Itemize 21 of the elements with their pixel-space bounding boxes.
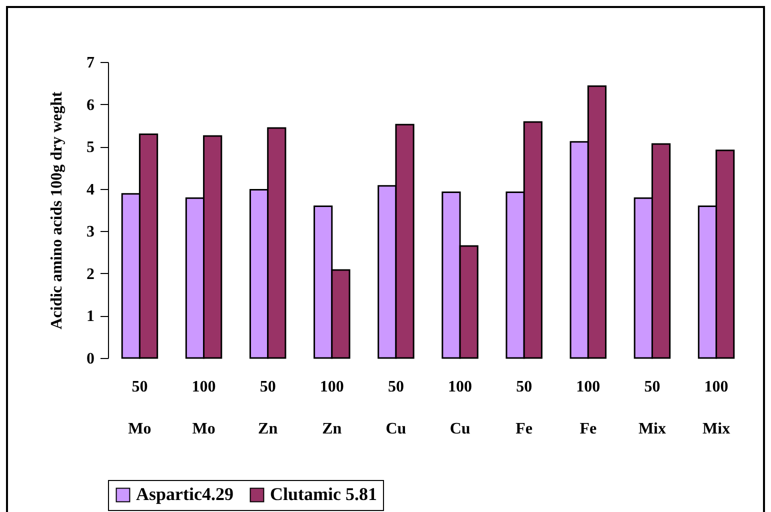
category-label: 50 Mix: [638, 378, 666, 438]
category-label: 50 Zn: [258, 378, 278, 438]
category-label: 100 Fe: [576, 378, 600, 438]
y-tick-label: 6: [86, 96, 94, 114]
y-tick-label: 7: [86, 54, 94, 72]
legend-label: Aspartic4.29: [136, 484, 234, 504]
category-label: 50 Fe: [516, 378, 533, 438]
category-label: 100 Cu: [448, 378, 472, 438]
legend-label: Clutamic 5.81: [270, 484, 377, 504]
category-label: 100 Zn: [320, 378, 344, 438]
category-label: 50 Cu: [386, 378, 406, 438]
category-label: 50 Mo: [128, 378, 152, 438]
category-label: 100 Mo: [192, 378, 216, 438]
category-label: 100 Mix: [702, 378, 730, 438]
y-tick-label: 0: [86, 350, 94, 368]
y-tick-label: 5: [86, 139, 94, 156]
y-axis-title: Acidic amino acids 100g dry weght: [48, 90, 66, 330]
y-tick-label: 2: [86, 266, 94, 283]
y-tick-label: 1: [86, 308, 94, 326]
y-tick-label: 3: [86, 224, 94, 241]
y-tick-label: 4: [86, 181, 94, 198]
